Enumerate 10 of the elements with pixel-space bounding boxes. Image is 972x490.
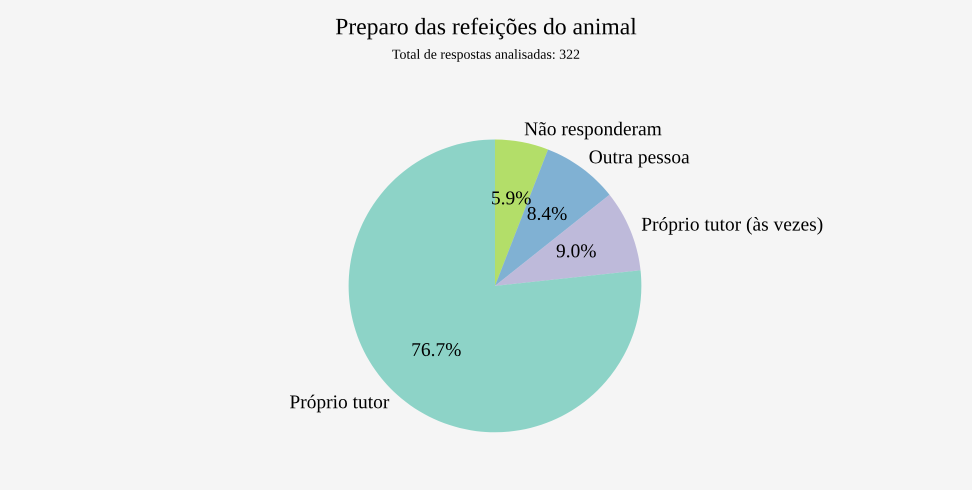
data-label: 9.0% — [556, 244, 596, 258]
chart-subtitle: Total de respostas analisadas: 322 — [392, 49, 580, 62]
slice-label: Outra pessoa — [590, 150, 690, 168]
data-label: 76.7% — [412, 342, 461, 356]
slice-label: Não responderam — [524, 122, 662, 140]
slice-label: Próprio tutor — [290, 394, 390, 412]
slice-label: Próprio tutor (às vezes) — [642, 217, 822, 235]
data-label: 5.9% — [492, 191, 531, 205]
data-label: 8.4% — [528, 206, 567, 220]
chart-title: Preparo das refeições do animal — [336, 18, 636, 40]
